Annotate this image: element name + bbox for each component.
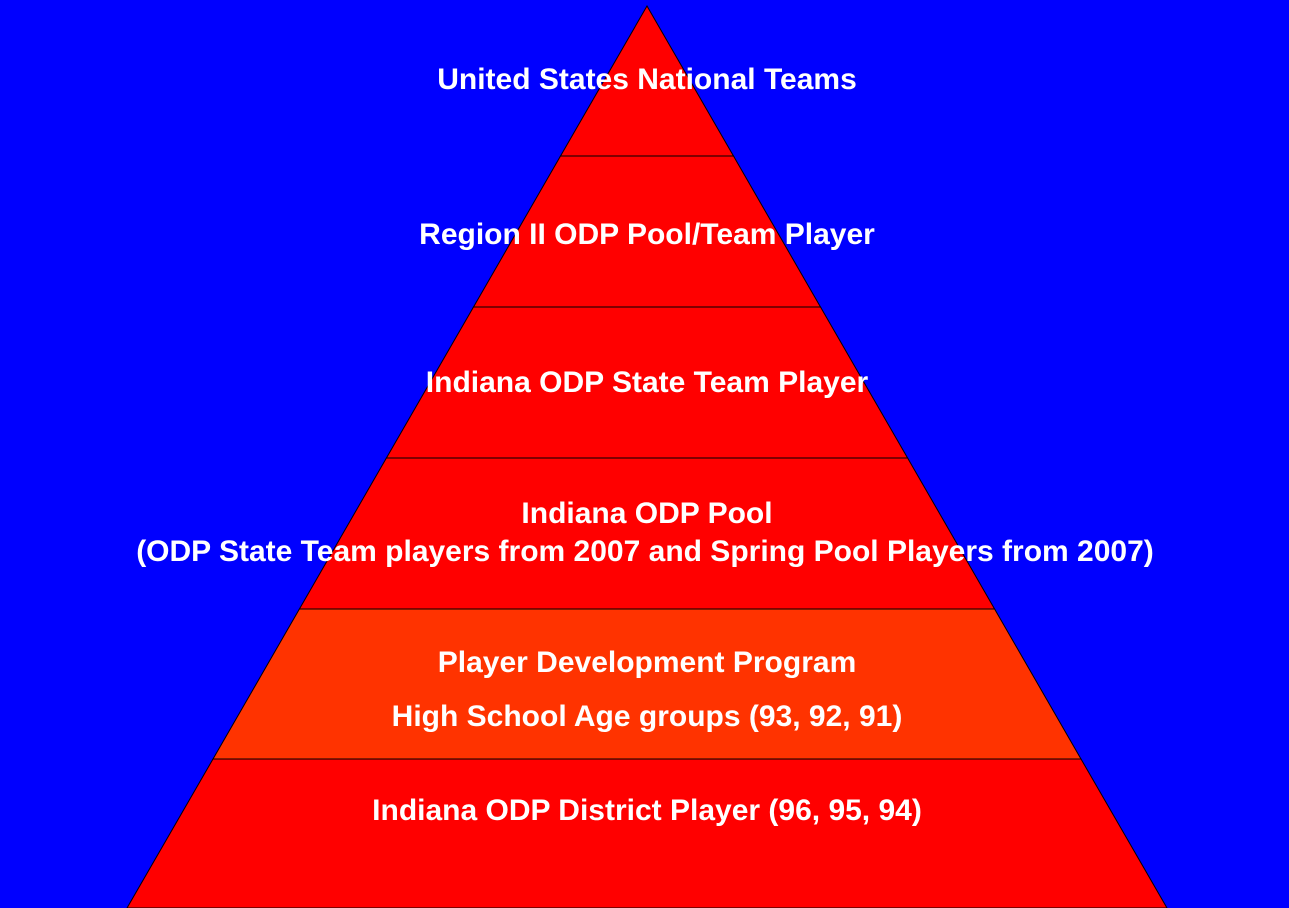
level-label: Indiana ODP Pool [521,497,772,530]
level-label: High School Age groups (93, 92, 91) [392,700,903,733]
level-label: Indiana ODP District Player (96, 95, 94) [372,794,922,827]
level-label: Region II ODP Pool/Team Player [419,218,875,251]
level-label: United States National Teams [437,63,857,96]
level-6 [126,758,1168,908]
level-label: Indiana ODP State Team Player [426,366,869,399]
level-label: Player Development Program [438,646,857,679]
level-label: (ODP State Team players from 2007 and Sp… [136,535,1154,568]
level-5 [212,608,1082,760]
level-4 [298,457,996,610]
